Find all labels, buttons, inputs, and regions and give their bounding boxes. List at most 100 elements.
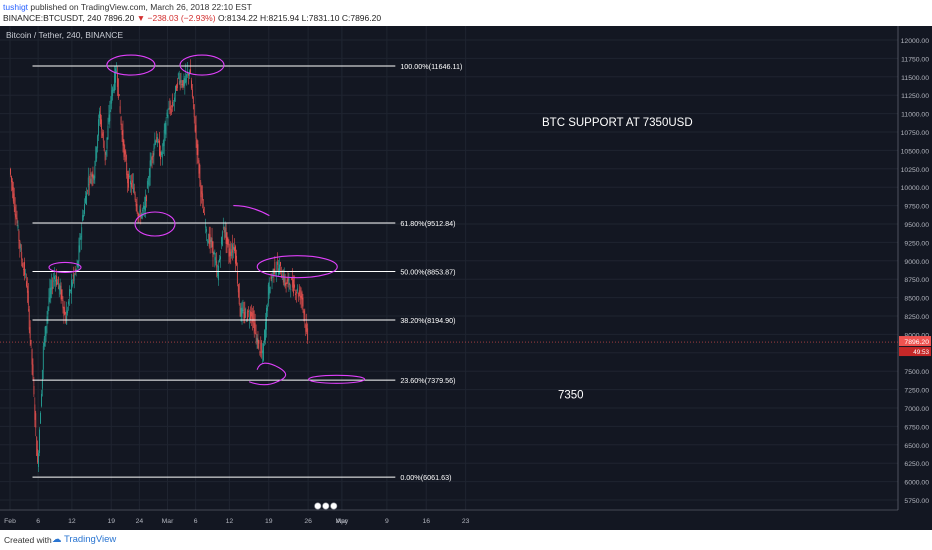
candle-body	[142, 209, 144, 212]
candle-body	[204, 213, 205, 215]
candle-body	[30, 339, 32, 345]
date-tick-label: 12	[226, 518, 234, 525]
candlestick-chart[interactable]: 12000.00 11750.00 11500.00 11250.00 11000.00…	[0, 26, 932, 530]
chart-area[interactable]: 12000.00 11750.00 11500.00 11250.00 11000.00…	[0, 26, 932, 530]
price-axis-panel	[898, 26, 932, 530]
publisher-username[interactable]: tushigt	[3, 2, 29, 12]
candle-body	[11, 176, 12, 183]
date-tick-label: 23	[462, 518, 470, 525]
candle-body	[59, 284, 61, 291]
price-tick-label: 8750.00	[904, 277, 929, 284]
candle-body	[266, 306, 268, 312]
candle-body	[295, 293, 296, 295]
hand-drawn-arrow	[233, 205, 270, 217]
candle-body	[76, 264, 78, 267]
candle-body	[221, 231, 223, 246]
candle-body	[83, 215, 84, 218]
candle-body	[303, 310, 305, 315]
candle-body	[168, 108, 170, 109]
created-with-label: Created with	[4, 535, 52, 545]
candle-body	[93, 175, 95, 181]
candle-body	[64, 310, 66, 315]
candle-body	[174, 97, 175, 102]
event-marker-icon	[322, 502, 330, 510]
candle-body	[45, 325, 47, 337]
candle-body	[120, 116, 122, 125]
candle-body	[47, 307, 49, 315]
candle-body	[275, 272, 277, 275]
candle-body	[20, 248, 22, 250]
candle-body	[82, 215, 84, 222]
candle-body	[95, 146, 97, 163]
candle-body	[279, 264, 280, 274]
candle-body	[140, 213, 142, 219]
candle-body	[34, 404, 36, 420]
date-tick-label: Mar	[162, 518, 174, 525]
candle-body	[54, 276, 55, 280]
candle-body	[51, 280, 53, 290]
candle-body	[287, 278, 289, 281]
candle-body	[11, 181, 13, 191]
candle-body	[256, 337, 258, 343]
close-value: 7896.20	[350, 13, 382, 23]
open-value: 8134.22	[226, 13, 258, 23]
candle-body	[88, 184, 90, 186]
fib-level-label: 50.00%(8853.87)	[400, 268, 455, 277]
candle-body	[173, 104, 174, 106]
candle-body	[249, 317, 250, 320]
candle-body	[114, 72, 115, 91]
candle-body	[25, 273, 26, 275]
candle-body	[35, 413, 37, 428]
candle-body	[235, 246, 236, 264]
price-tick-label: 8000.00	[904, 332, 929, 339]
candle-body	[56, 282, 58, 285]
tradingview-logo[interactable]: ☁ TradingView	[52, 534, 117, 545]
candle-body	[42, 345, 44, 370]
candle-body	[107, 125, 109, 140]
support-level-label: 7350	[558, 389, 584, 401]
candle-body	[105, 150, 107, 155]
candle-body	[218, 265, 219, 281]
candle-body	[217, 272, 219, 277]
candle-body	[222, 227, 224, 229]
date-tick-label: 6	[194, 518, 198, 525]
candle-body	[195, 125, 197, 139]
candle-body	[214, 257, 216, 261]
candle-body	[23, 269, 24, 271]
candle-body	[206, 240, 208, 242]
candle-body	[229, 251, 231, 256]
candle-body	[226, 232, 228, 245]
candle-body	[215, 260, 217, 263]
candle-body	[266, 307, 267, 330]
candle-body	[274, 261, 276, 273]
candle-body	[41, 393, 42, 407]
date-tick-label: 16	[422, 518, 430, 525]
candle-body	[58, 285, 60, 290]
candle-body	[210, 239, 212, 242]
candle-body	[115, 68, 116, 83]
candle-body	[257, 338, 259, 349]
candle-body	[70, 290, 71, 292]
candle-body	[13, 193, 15, 208]
candle-body	[43, 338, 45, 347]
candle-body	[16, 217, 18, 224]
candle-body	[233, 246, 234, 250]
candle-body	[182, 80, 184, 88]
price-tick-label: 9250.00	[904, 240, 929, 247]
candle-body	[186, 74, 188, 77]
candle-body	[196, 139, 198, 155]
fib-level-label: 61.80%(9512.84)	[400, 219, 455, 228]
candle-body	[267, 284, 269, 304]
candle-body	[86, 192, 87, 205]
candle-body	[212, 241, 214, 258]
candle-body	[32, 364, 34, 377]
candle-body	[296, 288, 298, 292]
candle-body	[281, 274, 282, 278]
candle-body	[224, 229, 226, 232]
price-tick-label: 5750.00	[904, 498, 929, 505]
candle-body	[96, 147, 98, 159]
candle-body	[137, 212, 139, 217]
candle-body	[180, 79, 182, 83]
candle-body	[228, 248, 230, 257]
candle-body	[109, 110, 111, 122]
